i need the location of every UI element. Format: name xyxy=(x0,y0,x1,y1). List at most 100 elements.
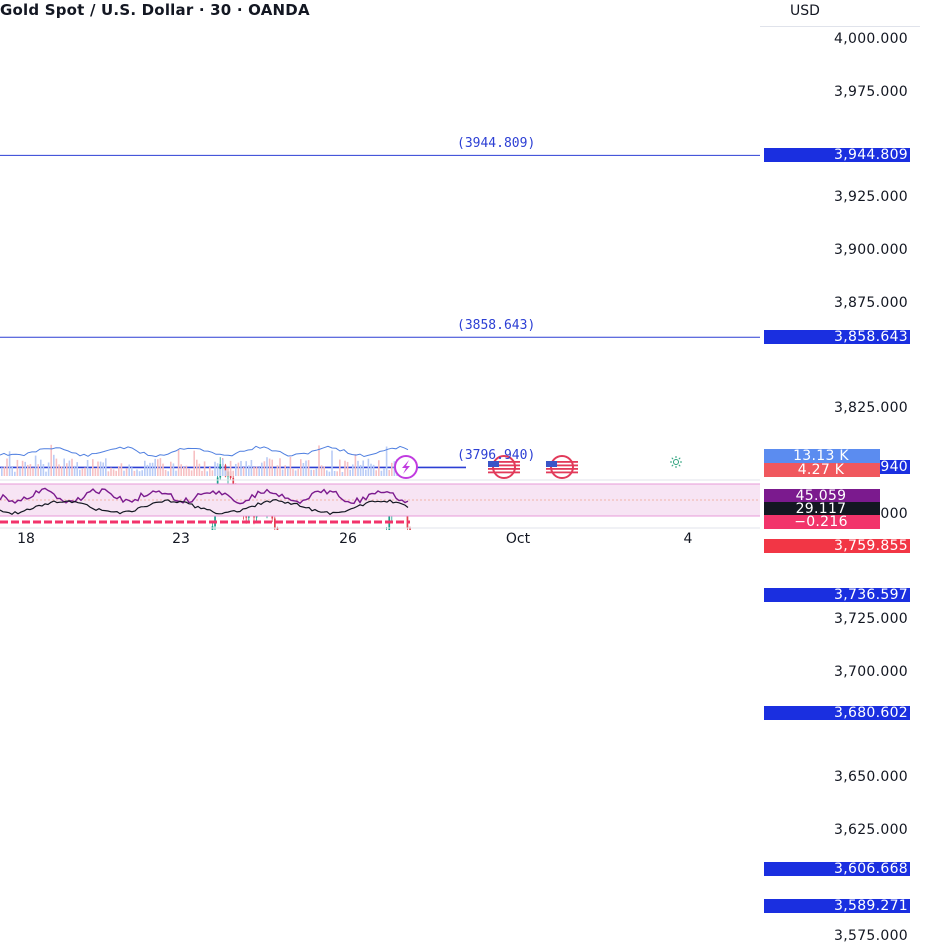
volume-bar xyxy=(27,464,29,476)
volume-bar xyxy=(201,470,203,476)
volume-bar xyxy=(6,458,8,476)
volume-bar xyxy=(294,470,297,476)
volume-bar xyxy=(370,463,372,476)
volume-bar xyxy=(175,470,177,476)
volume-bar xyxy=(328,471,331,476)
price-tick-label: 3,575.000 xyxy=(834,927,908,944)
volume-bar xyxy=(300,459,302,476)
volume-bar xyxy=(97,461,99,476)
lightning-icon[interactable] xyxy=(394,455,418,479)
time-label: Oct xyxy=(505,531,531,547)
time-label: 26 xyxy=(339,531,357,547)
us-flag-stripe xyxy=(546,468,578,470)
oscillator-value1-tag: 45.059 xyxy=(764,489,880,503)
volume-bar xyxy=(53,454,55,476)
volume-bar xyxy=(3,466,6,476)
oscillator-line-2 xyxy=(0,498,409,516)
level-price-tag-text: 3,944.809 xyxy=(834,147,908,164)
price-tick-label: 3,875.000 xyxy=(834,294,908,311)
volume-bar xyxy=(214,461,216,476)
volume-bar xyxy=(107,471,110,476)
chart-canvas[interactable] xyxy=(0,0,760,530)
candle-body xyxy=(409,528,411,530)
oscillator-value1-tag-text: 45.059 xyxy=(795,488,847,504)
volume-bar xyxy=(47,462,50,476)
volume-bar xyxy=(14,471,16,476)
volume-bar xyxy=(237,462,240,476)
volume-bar xyxy=(144,460,146,476)
us-flag-canton xyxy=(546,461,557,467)
volume-bar xyxy=(159,458,162,476)
volume-bar xyxy=(209,466,211,476)
volume-bar xyxy=(94,468,97,476)
volume-bar xyxy=(219,469,221,476)
volume-bar xyxy=(268,458,271,476)
us-flag-stripe xyxy=(546,461,578,463)
volume-bar xyxy=(235,463,237,476)
level-price-tag-text: 3,736.597 xyxy=(834,586,908,603)
volume-bar xyxy=(151,462,154,476)
volume-bar xyxy=(279,458,281,476)
volume-bar xyxy=(16,459,19,476)
volume-bar xyxy=(261,462,263,476)
volume-bar xyxy=(349,469,351,476)
volume-bar xyxy=(320,465,323,476)
moon-icon xyxy=(696,456,702,468)
level-price-tag-text: 3,680.602 xyxy=(834,704,908,721)
volume-bar xyxy=(258,467,260,476)
volume-bar xyxy=(185,465,188,476)
volume-bar xyxy=(180,464,182,476)
level-price-tag-text: 3,858.643 xyxy=(834,329,908,346)
volume-bar xyxy=(388,470,390,476)
sun-icon-ray xyxy=(671,457,674,460)
volume-bar xyxy=(307,460,310,476)
volume-bar xyxy=(229,460,232,476)
price-axis[interactable]: USD 4,000.000 3,975.000 3,925.000 3,900.000… xyxy=(760,0,932,944)
volume-bar xyxy=(24,461,26,476)
volume-bar xyxy=(367,458,370,476)
currency-label[interactable]: USD xyxy=(790,3,820,19)
volume-bar xyxy=(110,467,112,476)
volume-bar xyxy=(310,469,312,476)
volume-bar xyxy=(354,454,357,476)
volume-bar xyxy=(198,463,201,476)
volume-bar xyxy=(167,471,169,476)
volume-bar xyxy=(274,468,276,476)
volume-bar xyxy=(253,467,255,476)
volume-bar xyxy=(196,459,198,476)
us-flag-stripe xyxy=(546,464,578,467)
volume-bar xyxy=(99,461,102,476)
level-label: (3796.940) xyxy=(457,448,536,464)
volume-bar xyxy=(315,468,318,476)
volume-bar xyxy=(133,470,136,476)
currency-divider xyxy=(760,26,920,27)
volume-bar xyxy=(120,463,123,476)
volume-bar xyxy=(359,464,362,476)
volume-bar xyxy=(112,469,115,476)
volume-bar xyxy=(323,466,325,476)
level-label: (3944.809) xyxy=(457,136,536,152)
volume-bar xyxy=(164,469,167,476)
oscillator-value2-tag-text: 29.117 xyxy=(795,501,847,517)
time-axis[interactable]: 18 23 26 Oct 4 xyxy=(0,530,932,550)
volume-bar xyxy=(336,471,338,476)
price-chart[interactable]: Gold Spot / U.S. Dollar · 30 · OANDA (40… xyxy=(0,0,760,530)
volume-bar xyxy=(118,466,120,476)
us-flag-icon[interactable] xyxy=(546,455,578,479)
volume-bar xyxy=(240,460,242,476)
level-price-tag: 3,736.597 xyxy=(764,586,910,603)
volume-bar xyxy=(302,462,305,476)
us-flag-stripe xyxy=(488,471,520,474)
volume-bar xyxy=(154,458,156,476)
volume-bar xyxy=(92,459,94,476)
volume-bar xyxy=(380,470,383,476)
volume-bar xyxy=(102,462,104,476)
price-tick-label: 3,725.000 xyxy=(834,611,908,628)
volume-bar xyxy=(357,460,359,476)
volume-bar xyxy=(313,469,315,476)
volume-bar xyxy=(331,450,333,476)
us-flag-icon[interactable] xyxy=(488,455,520,479)
volume-bar xyxy=(71,458,73,476)
us-flag-stripe xyxy=(488,461,520,463)
level-price-tag: 3,858.643 xyxy=(764,329,910,346)
